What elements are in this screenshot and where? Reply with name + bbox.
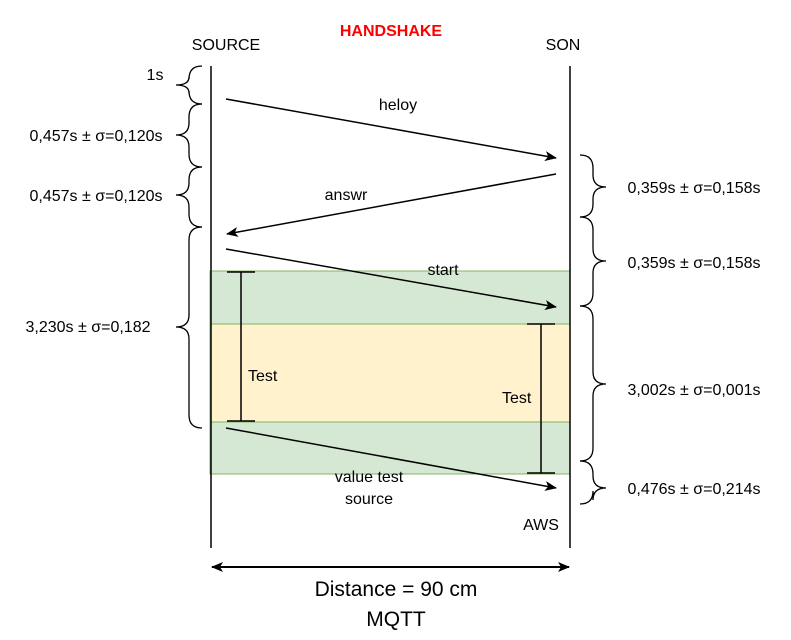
brace-right-3 (579, 305, 607, 462)
brace-left-4 (175, 226, 203, 429)
test-interval-right (527, 323, 555, 474)
protocol-label: MQTT (366, 608, 426, 631)
message-start-arrow (225, 248, 557, 311)
diagram-title: HANDSHAKE (340, 23, 443, 40)
brace-left-1-label: 1s (147, 67, 164, 84)
brace-left-4-label: 3,230s ± σ=0,182 (26, 319, 151, 336)
message-answr-label: answr (325, 187, 368, 204)
test-label-right: Test (502, 390, 532, 407)
brace-right-2 (579, 216, 607, 307)
message-value-label-line1: value test (335, 469, 404, 486)
actor-source-label: SOURCE (192, 37, 260, 54)
brace-left-1 (175, 65, 203, 105)
message-heloy-arrow (225, 98, 557, 161)
brace-right-4-label: 0,476s ± σ=0,214s (628, 481, 761, 498)
brace-left-2-label: 0,457s ± σ=0,120s (30, 128, 163, 145)
brace-right-1-label: 0,359s ± σ=0,158s (628, 180, 761, 197)
brace-right-3-label: 3,002s ± σ=0,001s (628, 382, 761, 399)
band-test (209, 323, 571, 423)
message-value-arrow (225, 427, 557, 491)
brace-left-3 (175, 166, 203, 228)
brace-left-2 (175, 103, 203, 168)
band-start (209, 270, 571, 325)
band-value (209, 421, 571, 475)
brace-right-2-label: 0,359s ± σ=0,158s (628, 255, 761, 272)
actor-son-label: SON (546, 37, 581, 54)
message-answr-arrow (226, 173, 557, 237)
test-label-left: Test (248, 368, 278, 385)
brace-right-1 (579, 154, 607, 218)
distance-label: Distance = 90 cm (315, 578, 478, 601)
brace-right-4 (579, 460, 607, 505)
message-value-label-line2: source (345, 491, 393, 508)
message-heloy-label: heloy (379, 97, 417, 114)
test-interval-left (227, 271, 255, 422)
brace-left-3-label: 0,457s ± σ=0,120s (30, 188, 163, 205)
message-start-label: start (427, 262, 459, 279)
aws-label: AWS (523, 517, 559, 534)
